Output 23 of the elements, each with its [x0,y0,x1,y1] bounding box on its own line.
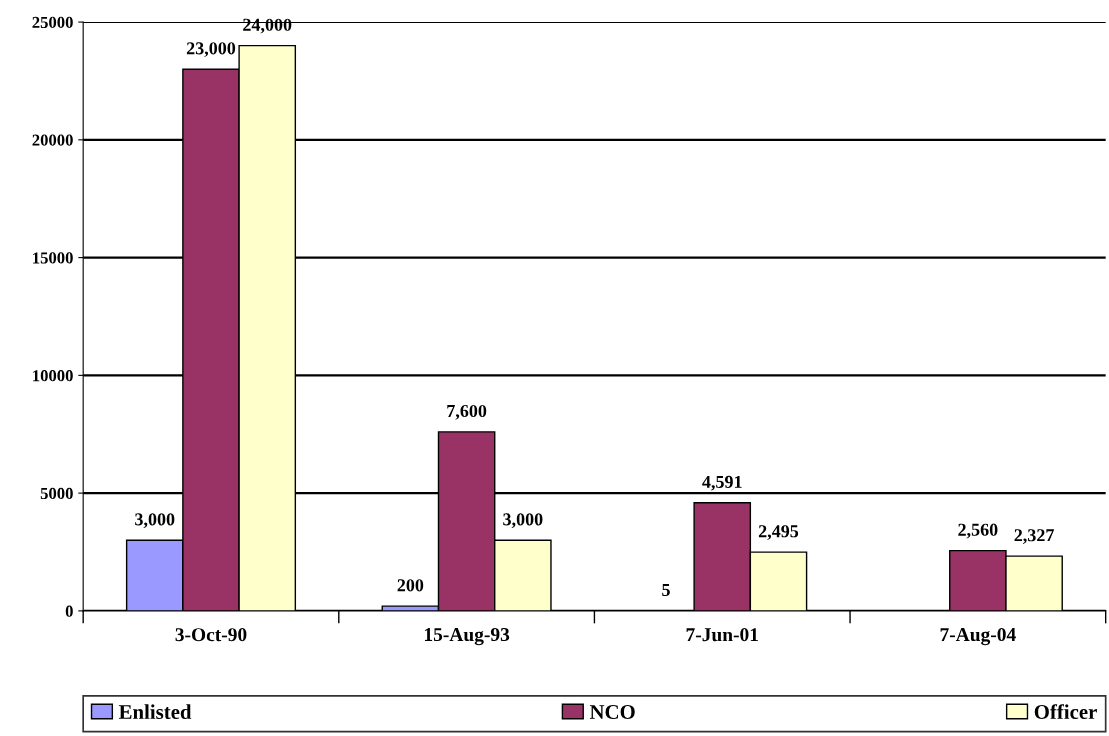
data-label: 2,560 [958,523,998,539]
data-label: 5 [662,583,670,596]
data-label: 7,600 [447,404,487,420]
y-tick-label: 25000 [32,16,73,29]
legend-label: NCO [589,705,635,720]
y-tick-label: 5000 [40,487,73,500]
data-label: 23,000 [186,42,236,58]
x-tick-label: 7-Aug-04 [940,627,1016,646]
data-label: 2,327 [1014,529,1054,544]
legend-label: Officer [1034,704,1097,720]
y-tick-label: 10000 [33,370,73,382]
data-label: 3,000 [135,513,175,529]
data-label: 3,000 [503,513,543,529]
legend-label: Enlisted [118,704,192,720]
x-tick-label: 7-Jun-01 [686,628,758,642]
data-label: 4,591 [702,475,742,491]
x-tick-label: 3-Oct-90 [175,628,247,642]
data-label: 200 [397,579,424,592]
y-tick-label: 15000 [33,252,73,264]
y-tick-label: 20000 [32,134,73,146]
y-tick-label: 0 [65,605,73,617]
x-tick-label: 15-Aug-93 [424,628,510,646]
data-label: 2,495 [758,525,799,540]
